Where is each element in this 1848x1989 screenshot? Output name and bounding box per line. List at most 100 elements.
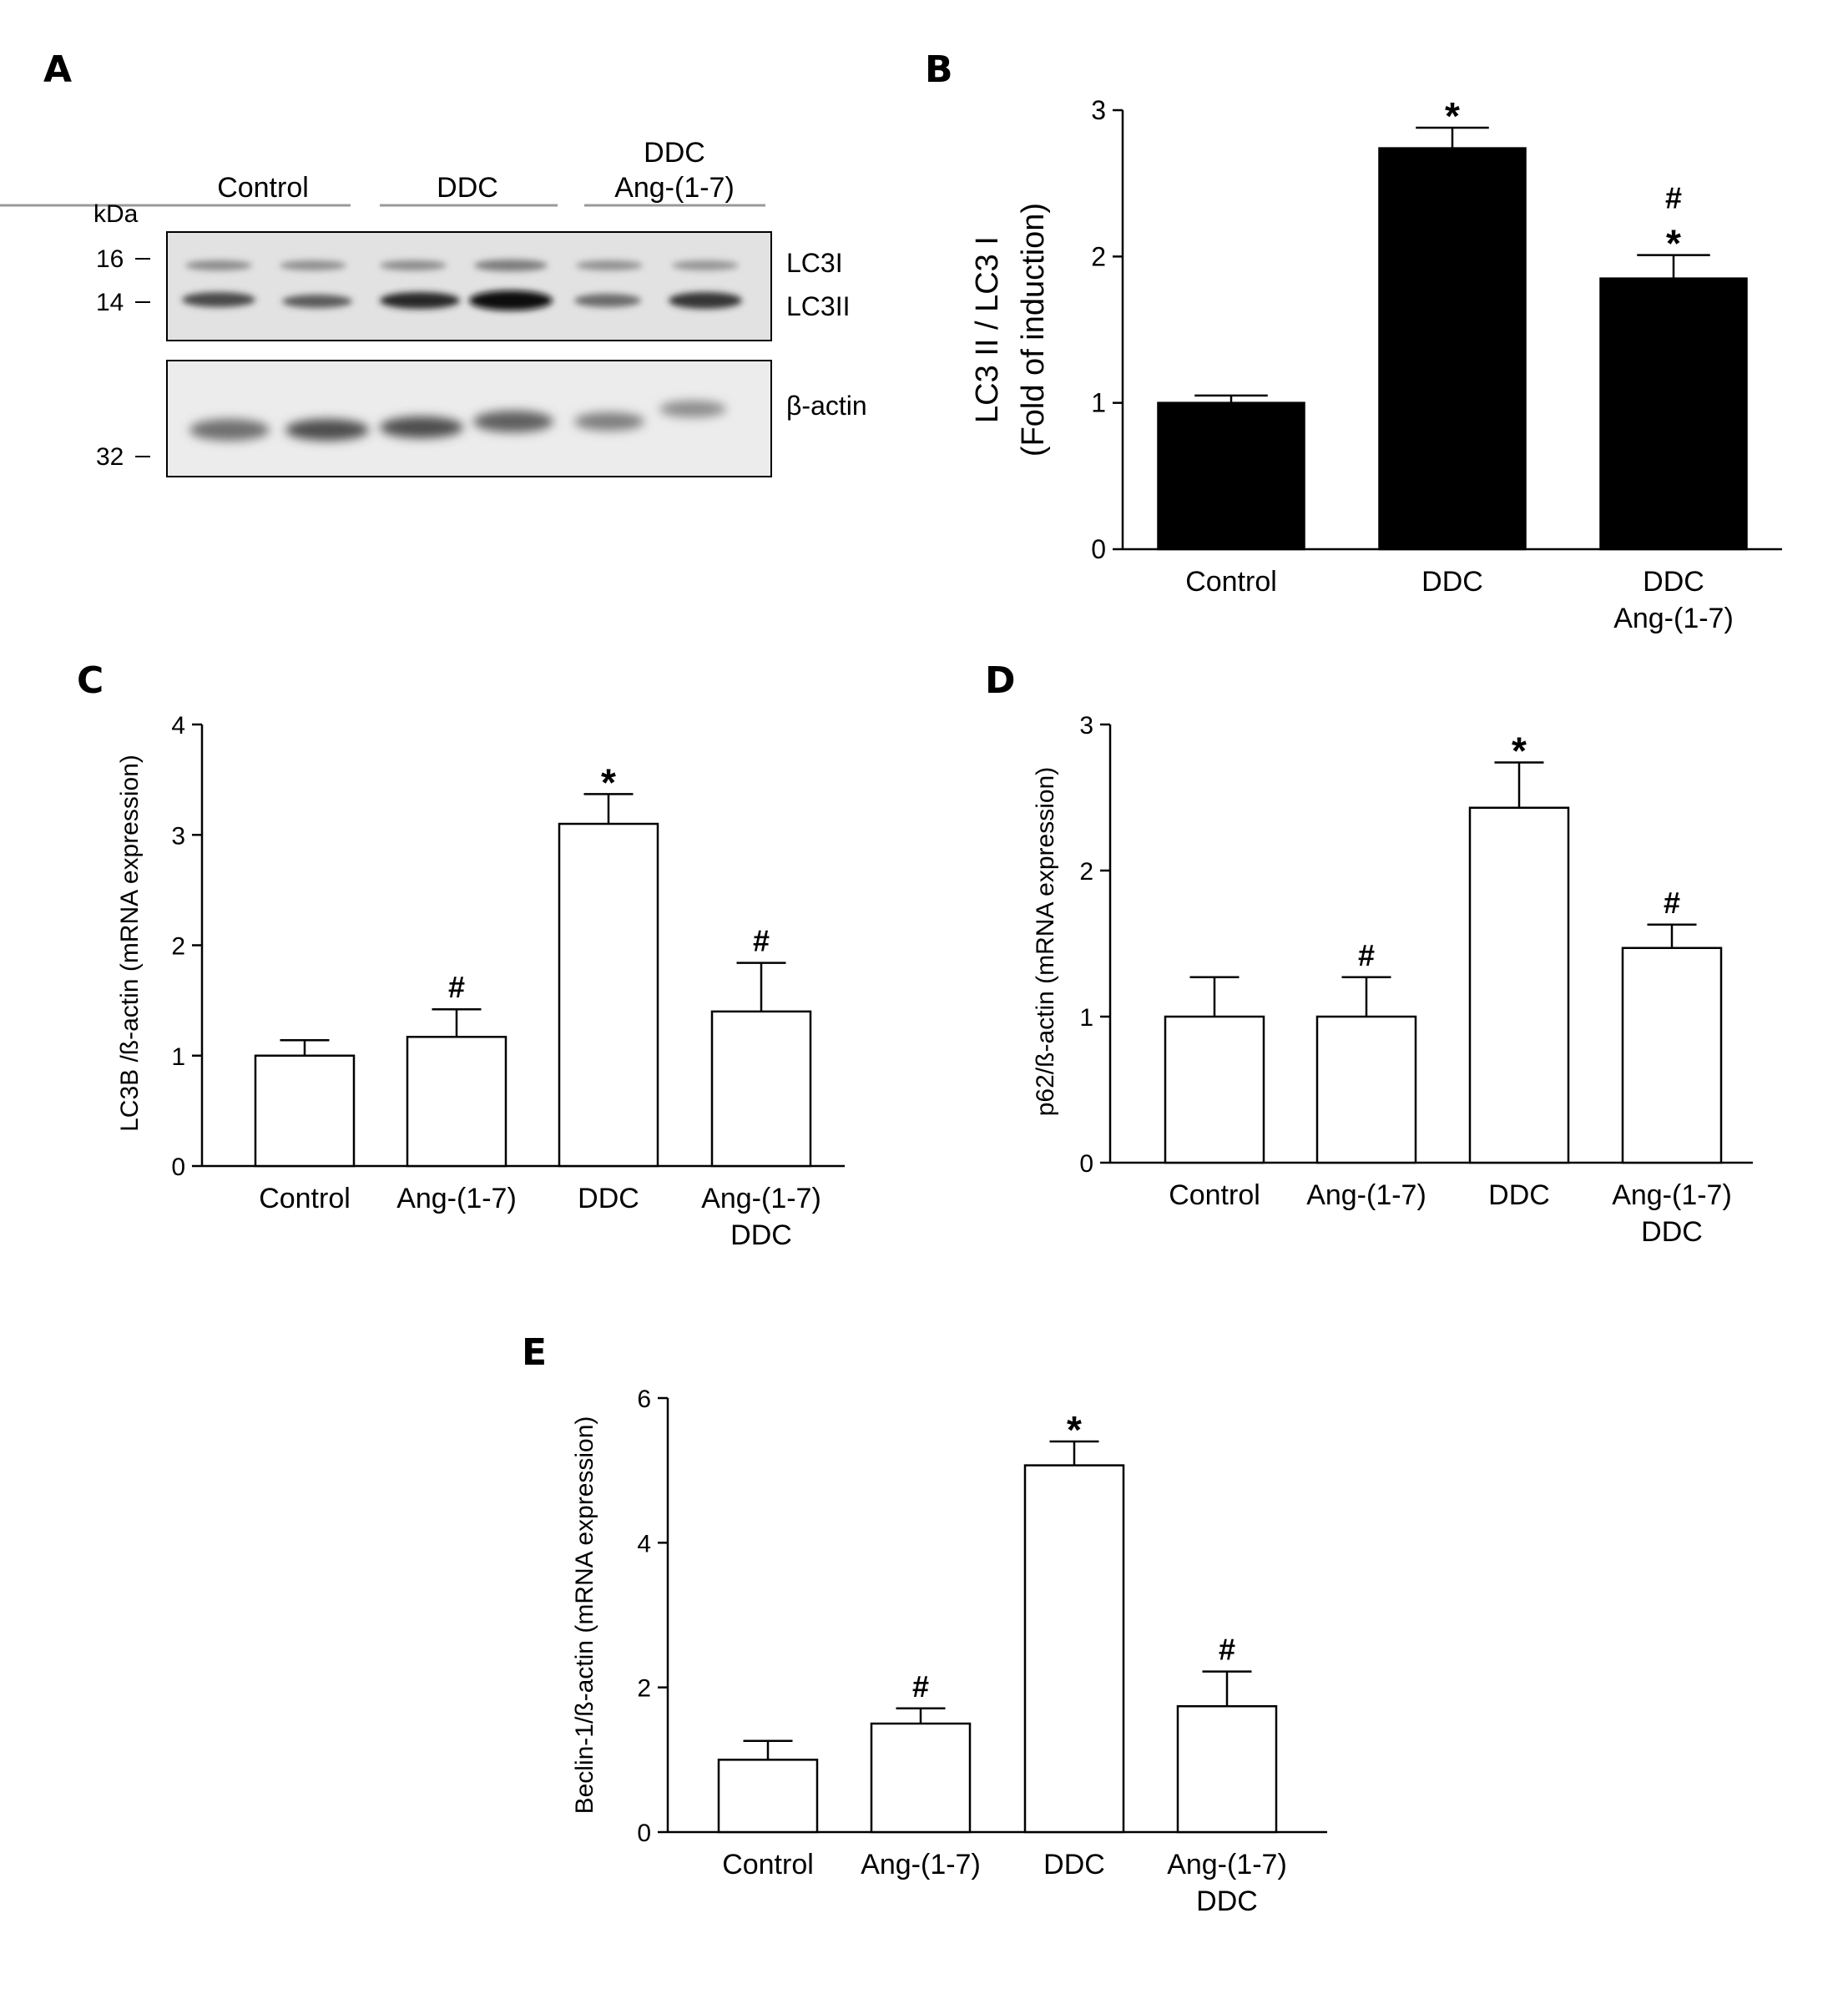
band-actin-5 — [574, 412, 644, 431]
chart-c: 0 1 2 3 4 LC3B /ß-actin (mRNA expression) Cont… — [116, 712, 845, 1251]
band-lc3i-1 — [185, 260, 252, 270]
y-tick-label-b-0: 0 — [1091, 534, 1106, 564]
bar-c-0 — [254, 1054, 356, 1168]
y-tick-label-b-1: 1 — [1091, 388, 1106, 418]
y-tick-label-c-1: 1 — [171, 1043, 185, 1071]
band-lc3i-4 — [474, 260, 548, 271]
x-tick-label-e-0-0: Control — [722, 1849, 814, 1880]
bar-d-1 — [1315, 1015, 1417, 1164]
y-tick-label-d-0: 0 — [1079, 1150, 1093, 1178]
lane-label-ddc-ang-line2: Ang-(1-7) — [614, 172, 735, 204]
annotation-e-1-0: # — [912, 1669, 929, 1704]
bar-d-2 — [1468, 806, 1570, 1164]
chart-d: 0 1 2 3 p62/ß-actin (mRNA expression) Control… — [1032, 712, 1753, 1248]
bar-b-0 — [1157, 401, 1305, 551]
x-tick-label-e-3-0: Ang-(1-7) — [1167, 1849, 1287, 1880]
bar-e-2 — [1023, 1464, 1125, 1834]
band-actin-1 — [189, 419, 270, 441]
y-tick-label-d-1: 1 — [1079, 1004, 1093, 1032]
annotation-b-1-0: * — [1445, 94, 1460, 138]
kda-label: kDa — [93, 200, 139, 228]
band-lc3i-3 — [380, 260, 447, 270]
annotation-b-2-1: # — [1665, 181, 1682, 215]
panel-letter-b: B — [925, 48, 953, 91]
lane-label-control: Control — [217, 172, 309, 204]
annotation-d-1-0: # — [1358, 938, 1375, 972]
y-tick-label-e-0: 0 — [637, 1820, 651, 1847]
y-tick-label-c-2: 2 — [171, 933, 185, 961]
annotation-c-2-0: * — [601, 760, 616, 804]
bar-c-2 — [558, 822, 659, 1168]
band-actin-3 — [380, 416, 463, 438]
band-lc3ii-3 — [380, 292, 460, 309]
x-tick-label-e-3-1: DDC — [1196, 1886, 1258, 1917]
x-tick-label-d-3-1: DDC — [1641, 1216, 1703, 1248]
band-lc3i-2 — [280, 260, 346, 270]
y-tick-label-e-2: 4 — [637, 1530, 651, 1557]
x-tick-label-b-1-0: DDC — [1421, 566, 1483, 598]
x-tick-label-b-2-0: DDC — [1643, 566, 1704, 598]
y-axis-label-c-0: LC3B /ß-actin (mRNA expression) — [116, 755, 144, 1132]
x-tick-label-b-0-0: Control — [1185, 566, 1277, 598]
bar-e-0 — [717, 1759, 819, 1834]
blot-actin-membrane — [166, 360, 772, 477]
y-tick-label-b-3: 3 — [1091, 95, 1106, 125]
band-lc3ii-1 — [182, 292, 255, 307]
x-tick-label-c-2-0: DDC — [578, 1183, 639, 1214]
bar-b-2 — [1599, 277, 1748, 551]
band-lc3ii-5 — [574, 294, 641, 307]
panel-letter-c: C — [77, 659, 104, 702]
band-label-beta-actin: β-actin — [786, 391, 867, 421]
marker-14: 14 — [96, 289, 124, 316]
y-axis-label-b-0: LC3 II / LC3 I — [970, 236, 1005, 423]
band-actin-6 — [659, 401, 726, 417]
band-lc3ii-2 — [282, 295, 352, 308]
x-tick-label-c-3-1: DDC — [730, 1219, 792, 1251]
x-tick-label-b-2-1: Ang-(1-7) — [1613, 603, 1734, 634]
band-actin-2 — [285, 419, 369, 441]
bar-e-1 — [870, 1722, 972, 1834]
annotation-d-3-0: # — [1664, 886, 1680, 920]
y-tick-label-d-3: 3 — [1079, 712, 1093, 740]
x-tick-label-d-3-0: Ang-(1-7) — [1612, 1179, 1732, 1211]
annotation-c-3-0: # — [753, 924, 770, 958]
y-axis-label-d-0: p62/ß-actin (mRNA expression) — [1032, 767, 1059, 1116]
bar-c-1 — [406, 1036, 507, 1168]
panel-letter-a: A — [43, 48, 73, 91]
band-label-lc3i: LC3I — [786, 248, 843, 278]
chart-e: 0 2 4 6 Beclin-1/ß-actin (mRNA expression) Co… — [571, 1386, 1327, 1917]
band-lc3i-6 — [672, 260, 739, 270]
marker-16: 16 — [96, 245, 124, 273]
band-lc3i-5 — [576, 260, 643, 270]
x-tick-label-e-1-0: Ang-(1-7) — [861, 1849, 981, 1880]
x-tick-label-c-0-0: Control — [259, 1183, 351, 1214]
x-tick-label-c-1-0: Ang-(1-7) — [396, 1183, 517, 1214]
annotation-c-1-0: # — [448, 970, 465, 1004]
x-tick-label-d-1-0: Ang-(1-7) — [1306, 1179, 1426, 1211]
x-tick-label-e-2-0: DDC — [1043, 1849, 1105, 1880]
bar-c-3 — [710, 1010, 812, 1168]
blot-actin-bands — [189, 401, 726, 441]
bar-b-1 — [1378, 147, 1527, 551]
y-tick-label-d-2: 2 — [1079, 858, 1093, 886]
western-blot-panel: Control DDC DDC Ang-(1-7) kDa 16 14 32 L… — [0, 137, 867, 477]
blot-lc3-membrane — [166, 231, 772, 341]
annotation-e-3-0: # — [1219, 1633, 1235, 1667]
x-tick-label-c-3-0: Ang-(1-7) — [701, 1183, 821, 1214]
annotation-e-2-0: * — [1067, 1408, 1082, 1451]
blot-lc3-bands — [182, 260, 742, 310]
y-tick-label-e-1: 2 — [637, 1675, 651, 1703]
y-tick-label-c-0: 0 — [171, 1154, 185, 1181]
annotation-b-2-0: * — [1666, 222, 1681, 265]
band-lc3ii-6 — [669, 292, 742, 309]
band-actin-4 — [473, 411, 553, 432]
y-tick-label-e-3: 6 — [637, 1386, 651, 1413]
bar-e-3 — [1176, 1704, 1278, 1834]
x-tick-label-d-0-0: Control — [1169, 1179, 1260, 1211]
lane-label-ddc-ang-line1: DDC — [644, 137, 705, 169]
band-label-lc3ii: LC3II — [786, 291, 850, 321]
bar-d-3 — [1621, 947, 1723, 1164]
x-tick-label-d-2-0: DDC — [1488, 1179, 1550, 1211]
annotation-d-2-0: * — [1512, 729, 1527, 773]
